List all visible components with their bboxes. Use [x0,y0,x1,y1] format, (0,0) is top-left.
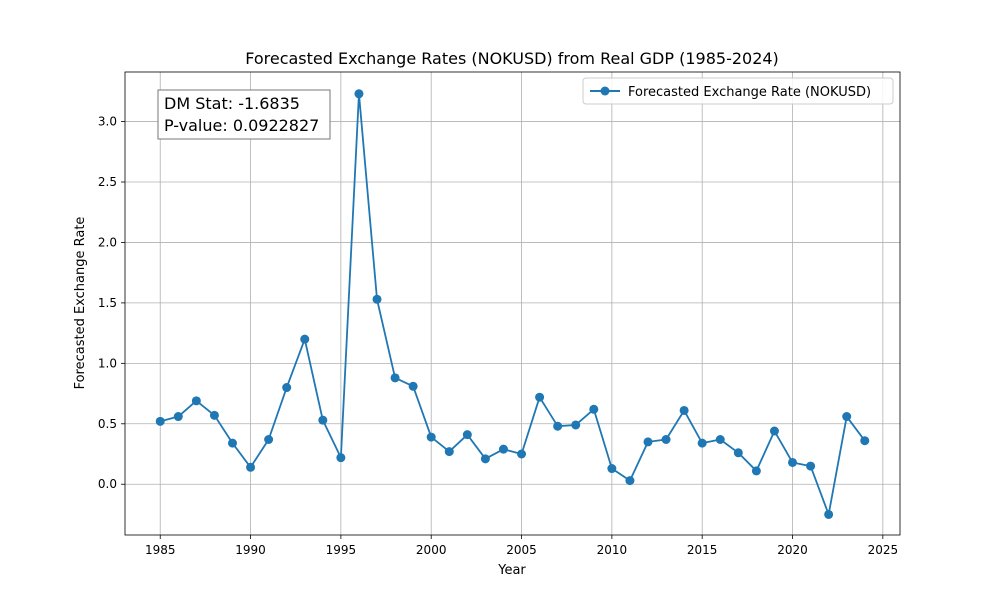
data-point-2003 [480,454,490,464]
legend-entry: Forecasted Exchange Rate (NOKUSD) [628,85,871,100]
data-point-2005 [517,449,527,459]
data-point-2023 [842,412,852,422]
data-point-2008 [571,420,581,430]
data-point-2011 [625,476,635,486]
x-tick-label: 2000 [416,543,447,557]
data-point-1998 [390,373,400,383]
series-line-0 [159,92,866,516]
data-point-2012 [643,437,653,447]
legend: Forecasted Exchange Rate (NOKUSD) [582,77,894,105]
y-tick-label: 0.5 [98,417,117,431]
x-tick-label: 2015 [687,543,718,557]
chart-title: Forecasted Exchange Rates (NOKUSD) from … [245,49,779,68]
data-point-2006 [535,392,545,402]
data-point-1989 [227,438,237,448]
grid [125,72,900,535]
y-tick-label: 1.5 [98,296,117,310]
data-point-2002 [462,430,472,440]
data-point-2018 [751,466,761,476]
data-point-2014 [679,405,689,415]
dm-stat-annotation: DM Stat: -1.6835 P-value: 0.0922827 [157,89,331,140]
x-tick-label: 2005 [506,543,537,557]
y-tick-label: 2.0 [98,235,117,249]
x-tick-label: 1995 [326,543,357,557]
data-point-1993 [300,334,310,344]
dm-stat-text: DM Stat: -1.6835 [164,94,300,113]
data-point-1994 [318,415,328,425]
data-point-1986 [173,412,183,422]
data-point-1995 [336,453,346,463]
legend-marker-swatch [600,86,610,96]
axes: 1985 1990 1995 2000 2005 2010 2015 2020 2025 0.0 0… [98,71,901,557]
y-axis-label: Forecasted Exchange Rate [73,217,88,390]
plot-frame [124,71,901,536]
data-point-1990 [246,462,256,472]
x-tick-label: 2025 [868,543,899,557]
data-point-2022 [824,509,834,519]
y-tick-label: 0.0 [98,477,117,491]
data-point-2019 [769,426,779,436]
data-point-2016 [715,434,725,444]
y-tick-label: 2.5 [98,175,117,189]
data-point-2010 [607,464,617,474]
x-axis-label: Year [497,563,526,578]
data-point-1999 [408,381,418,391]
data-point-2001 [444,447,454,457]
data-point-2004 [498,444,508,454]
data-point-2017 [733,448,743,458]
data-point-2007 [553,421,563,431]
data-point-2000 [426,432,436,442]
data-point-2021 [806,461,816,471]
x-tick-label: 1985 [145,543,176,557]
y-tick-label: 3.0 [98,115,117,129]
annotation-frame [157,89,331,140]
data-point-1992 [282,383,292,393]
data-point-2015 [697,438,707,448]
x-tick-label: 2020 [777,543,808,557]
legend-frame [582,77,894,105]
data-point-1997 [372,294,382,304]
p-value-text: P-value: 0.0922827 [164,116,319,135]
data-point-1985 [155,416,165,426]
x-tick-label: 1990 [235,543,266,557]
data-point-1991 [264,434,274,444]
y-tick-label: 1.0 [98,356,117,370]
data-point-2013 [661,434,671,444]
data-point-1996 [354,89,364,99]
series-layer [155,89,870,519]
data-point-2024 [860,436,870,446]
data-point-1987 [191,396,201,406]
x-tick-label: 2010 [597,543,628,557]
data-point-2020 [788,457,798,467]
data-point-2009 [589,404,599,414]
data-point-1988 [209,410,219,420]
